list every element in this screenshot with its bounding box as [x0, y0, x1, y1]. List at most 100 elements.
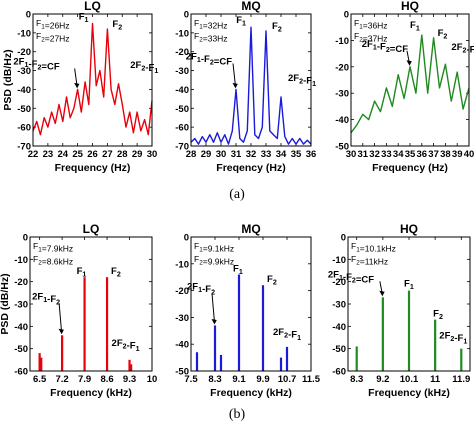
x-tick-label: 28	[117, 149, 128, 160]
y-tick-label: -50	[332, 344, 346, 355]
plot-frame	[190, 13, 312, 147]
chart-title: MQ	[241, 222, 260, 236]
peak-label: F1	[404, 279, 414, 292]
y-tick-label: -50	[175, 104, 189, 115]
x-tick-label: 34	[276, 149, 287, 160]
y-tick-label: -40	[14, 322, 28, 333]
y-tick-label: -60	[14, 367, 28, 378]
x-tick-label: 28	[186, 149, 197, 160]
spectral-bar	[434, 319, 437, 371]
x-tick-label: 7.9	[78, 374, 91, 385]
y-tick-label: 0	[26, 10, 31, 21]
y-tick-label: -30	[14, 300, 28, 311]
y-tick-label: -30	[175, 66, 189, 77]
x-tick-label: 36	[306, 149, 317, 160]
spectral-bar	[407, 290, 411, 371]
frequency-info: F2=11kHz	[351, 254, 388, 267]
caption-b: (b)	[229, 407, 246, 422]
x-tick-label: 26	[87, 149, 98, 160]
y-tick-label: -20	[175, 286, 189, 297]
peak-label: F1	[233, 264, 243, 277]
y-tick-label: -70	[17, 142, 31, 153]
arrow-head	[58, 328, 64, 335]
y-tick-label: 0	[344, 10, 349, 21]
y-tick-label: -20	[14, 277, 28, 288]
plot-frame	[350, 13, 470, 147]
peak-label: F2	[433, 309, 443, 322]
frequency-info: F2=27Hz	[36, 31, 70, 44]
x-tick-label: 32	[369, 149, 380, 160]
frequency-info: F2=33Hz	[194, 31, 228, 44]
x-tick-label: 8.3	[208, 374, 221, 385]
x-tick-label: 37	[428, 149, 439, 160]
arrow-head	[406, 60, 412, 66]
peak-label: 2F1-F2=CF	[13, 56, 59, 72]
y-tick-label: -60	[332, 367, 346, 378]
annotation-arrow	[58, 303, 63, 333]
y-tick-label: -20	[17, 47, 31, 58]
x-tick-label: 7.5	[184, 374, 198, 385]
chart-title: HQ	[400, 222, 418, 236]
peak-label: 2F1-F2=CF	[328, 269, 374, 285]
y-axis-label: PSD (dB/Hz)	[0, 273, 11, 334]
x-tick-label: 30	[216, 149, 227, 160]
y-tick-label: -20	[335, 62, 349, 73]
chart-b-hq: HQ 0 -10 -20 -30 -40 -50 -60 8.3 9.2 10.1 11 11.9Fre…	[328, 222, 471, 399]
y-tick-label: -30	[17, 66, 31, 77]
spectral-bar	[279, 357, 283, 371]
x-tick-label: 35	[291, 149, 302, 160]
y-tick-label: -60	[175, 123, 189, 134]
peak-label: 2F2-F1	[451, 42, 474, 57]
x-tick-label: 38	[440, 149, 451, 160]
y-tick-label: -10	[175, 28, 189, 39]
spectral-bar	[219, 354, 223, 371]
peak-label: 2F1-F2=CF	[186, 51, 232, 67]
frequency-info: F1=10.1kHz	[351, 241, 396, 254]
x-axis-label: Frequency (Hz)	[372, 162, 448, 174]
spectral-bar	[128, 359, 131, 371]
x-tick-label: 7.2	[55, 374, 68, 385]
frequency-info: F1=26Hz	[36, 18, 70, 31]
frequency-info: F1=36Hz	[354, 18, 388, 31]
y-tick-label: 0	[341, 233, 346, 244]
peak-label: F1	[79, 11, 89, 24]
peak-label: 2F2-F1	[439, 331, 467, 346]
x-tick-label: 31	[231, 149, 242, 160]
frequency-info: F2=8.6kHz	[33, 254, 73, 267]
series-line	[350, 34, 470, 134]
spectral-bar	[83, 277, 86, 371]
y-tick-label: -50	[175, 367, 189, 378]
peak-label: F1	[77, 266, 87, 279]
chart-b-lq: LQ 0 -10 -20 -30 -40 -50 -60 6.5 7.2 7.9 8.6 9.3 10 Fr…	[0, 222, 157, 399]
x-tick-label: 29	[201, 149, 212, 160]
y-tick-label: -60	[17, 123, 31, 134]
spectral-bar	[237, 274, 241, 371]
arrow-head	[232, 82, 238, 89]
x-tick-label: 11.5	[302, 374, 321, 385]
x-tick-label: 34	[393, 149, 404, 160]
chart-title: LQ	[84, 0, 101, 13]
x-tick-label: 40	[464, 149, 474, 160]
frequency-info: F2=9.9kHz	[194, 254, 234, 267]
peak-label: F2	[267, 274, 277, 287]
peak-label: 2F1-F2	[187, 281, 215, 296]
y-tick-label: -10	[332, 255, 346, 266]
x-tick-label: 31	[358, 149, 369, 160]
y-tick-label: 0	[23, 233, 28, 244]
spectral-bar	[355, 346, 358, 371]
arrow-head	[74, 82, 80, 89]
y-tick-label: -30	[332, 300, 346, 311]
plot-frame	[32, 13, 153, 147]
y-tick-label: -50	[14, 344, 28, 355]
spectral-bar	[38, 353, 41, 371]
spectral-bar	[195, 352, 199, 371]
peak-label: F2	[111, 266, 121, 279]
x-axis-label: Frequency (kHz)	[368, 387, 450, 399]
y-tick-label: -20	[332, 277, 346, 288]
plot-frame	[190, 236, 312, 372]
plot-frame	[347, 236, 471, 372]
spectral-bar	[130, 364, 133, 371]
x-tick-label: 6.5	[33, 374, 47, 385]
peak-label: F2	[112, 19, 122, 32]
